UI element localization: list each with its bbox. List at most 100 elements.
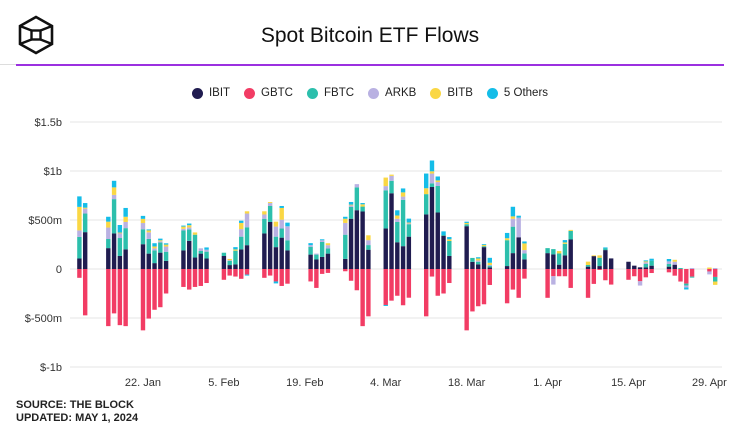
bar-fbtc-2024-03-13 — [435, 185, 440, 213]
bar-fbtc-2024-04-10 — [597, 257, 602, 267]
bar-ibit-2024-04-01 — [545, 253, 550, 269]
bar-arkb-2024-04-29 — [707, 271, 712, 275]
updated-text: UPDATED: MAY 1, 2024 — [16, 412, 139, 424]
bar-fbtc-2024-02-06 — [227, 260, 232, 266]
bar-bitb-2024-01-19 — [123, 216, 128, 222]
bar-ibit-2024-04-09 — [591, 256, 597, 269]
bar-gbtc-2024-04-04 — [562, 269, 568, 277]
bar-fbtc-2024-04-03 — [556, 253, 562, 265]
bar-bitb-2024-04-03 — [556, 251, 562, 254]
bar-fbtc-2024-04-11 — [603, 248, 608, 251]
bar-ibit-2024-03-13 — [435, 212, 440, 269]
bar-fbtc-2024-01-26 — [163, 251, 169, 261]
bar-fbtc-2024-03-12 — [429, 183, 435, 187]
legend-swatch-icon — [307, 87, 318, 99]
bar-bitb-2024-04-04 — [562, 242, 568, 244]
bar-bitb-2024-01-31 — [192, 232, 198, 235]
bar-arkb-2024-01-11 — [77, 230, 82, 237]
legend-item-5-others[interactable]: 5 Others — [486, 87, 548, 99]
bar-gbtc-2024-01-17 — [111, 269, 117, 314]
bar-fbtc-2024-03-19 — [470, 257, 475, 262]
y-tick-label: $1b — [44, 166, 62, 178]
bar-5-others-2024-01-16 — [106, 216, 111, 222]
bar-fbtc-2024-03-26 — [510, 226, 516, 254]
bar-ibit-2024-02-28 — [354, 210, 360, 269]
bar-ibit-2024-04-18 — [643, 267, 649, 269]
bar-fbtc-2024-04-08 — [585, 264, 591, 267]
bar-bitb-2024-04-09 — [591, 255, 597, 257]
bar-arkb-2024-01-25 — [158, 241, 163, 243]
bar-ibit-2024-02-23 — [325, 253, 331, 269]
legend-item-arkb[interactable]: ARKB — [368, 87, 416, 99]
bar-bitb-2024-02-08 — [239, 222, 244, 230]
bar-gbtc-2024-02-23 — [325, 269, 331, 273]
bar-5-others-2024-03-18 — [464, 221, 469, 223]
bar-ibit-2024-02-21 — [314, 259, 319, 269]
bar-fbtc-2024-04-19 — [649, 260, 654, 266]
bar-5-others-2024-01-23 — [146, 229, 151, 231]
y-tick-label: 0 — [56, 264, 62, 276]
bar-ibit-2024-03-04 — [383, 228, 388, 269]
bar-arkb-2024-01-29 — [181, 228, 186, 231]
bar-ibit-2024-03-06 — [395, 242, 400, 269]
bar-arkb-2024-03-04 — [383, 186, 388, 191]
legend-label: BITB — [447, 87, 473, 99]
bar-bitb-2024-01-16 — [106, 221, 111, 228]
bar-fbtc-2024-03-22 — [487, 265, 492, 268]
bar-ibit-2024-02-22 — [319, 256, 325, 269]
legend-swatch-icon — [368, 87, 380, 99]
bar-5-others-2024-03-26 — [510, 206, 516, 217]
bar-bitb-2024-02-26 — [343, 218, 348, 223]
bar-gbtc-2024-01-29 — [181, 269, 186, 287]
bar-5-others-2024-02-07 — [233, 247, 238, 250]
bar-bitb-2024-03-04 — [383, 177, 388, 187]
bar-ibit-2024-04-22 — [666, 266, 672, 269]
bar-5-others-2024-04-18 — [643, 260, 649, 262]
bar-arkb-2024-02-13 — [267, 203, 273, 206]
legend-item-ibit[interactable]: IBIT — [191, 87, 230, 99]
bar-5-others-2024-03-07 — [400, 188, 406, 193]
bar-fbtc-2024-02-12 — [262, 218, 267, 234]
bar-ibit-2024-02-16 — [285, 250, 290, 269]
bar-bitb-2024-03-22 — [487, 262, 492, 265]
bar-ibit-2024-02-06 — [227, 265, 232, 269]
bar-gbtc-2024-03-27 — [516, 269, 521, 298]
legend-item-bitb[interactable]: BITB — [430, 87, 473, 99]
bar-5-others-2024-02-02 — [204, 247, 209, 250]
bar-5-others-2024-01-17 — [111, 180, 117, 188]
bar-5-others-2024-03-13 — [435, 176, 440, 181]
bar-5-others-2024-03-14 — [441, 231, 446, 235]
bar-bitb-2024-04-29 — [707, 267, 712, 269]
bar-5-others-2024-01-19 — [123, 207, 128, 217]
bar-fbtc-2024-02-26 — [343, 234, 348, 259]
bar-gbtc-2024-01-18 — [117, 269, 123, 326]
bar-gbtc-2024-02-12 — [262, 269, 267, 278]
bar-fbtc-2024-02-27 — [348, 206, 354, 219]
bar-bitb-2024-01-17 — [111, 187, 117, 195]
legend-item-gbtc[interactable]: GBTC — [244, 87, 293, 99]
y-tick-label: $-1b — [40, 362, 62, 374]
bar-fbtc-2024-04-25 — [684, 283, 689, 286]
bar-gbtc-2024-04-24 — [678, 269, 683, 282]
bar-ibit-2024-03-18 — [464, 226, 469, 269]
bar-arkb-2024-02-16 — [285, 226, 290, 241]
bar-arkb-2024-01-22 — [140, 223, 146, 230]
bar-arkb-2024-02-08 — [239, 229, 244, 237]
bar-gbtc-2024-01-16 — [106, 269, 111, 327]
bar-arkb-2024-02-02 — [204, 249, 209, 252]
bar-ibit-2024-02-13 — [267, 221, 273, 269]
legend-item-fbtc[interactable]: FBTC — [307, 87, 354, 99]
bar-bitb-2024-01-25 — [158, 240, 163, 242]
bar-ibit-2024-01-24 — [152, 263, 157, 269]
bar-5-others-2024-03-25 — [504, 232, 510, 239]
bar-gbtc-2024-03-25 — [504, 269, 510, 304]
bar-gbtc-2024-04-11 — [603, 269, 608, 281]
bar-fbtc-2024-01-23 — [146, 238, 151, 254]
bar-ibit-2024-01-31 — [192, 257, 198, 269]
bar-gbtc-2024-01-12 — [82, 269, 88, 316]
bar-fbtc-2024-01-29 — [181, 230, 186, 251]
bar-5-others-2024-02-15 — [279, 205, 284, 208]
bar-ibit-2024-04-04 — [562, 255, 568, 269]
bar-bitb-2024-04-05 — [568, 229, 573, 231]
bar-arkb-2024-01-17 — [111, 194, 117, 200]
